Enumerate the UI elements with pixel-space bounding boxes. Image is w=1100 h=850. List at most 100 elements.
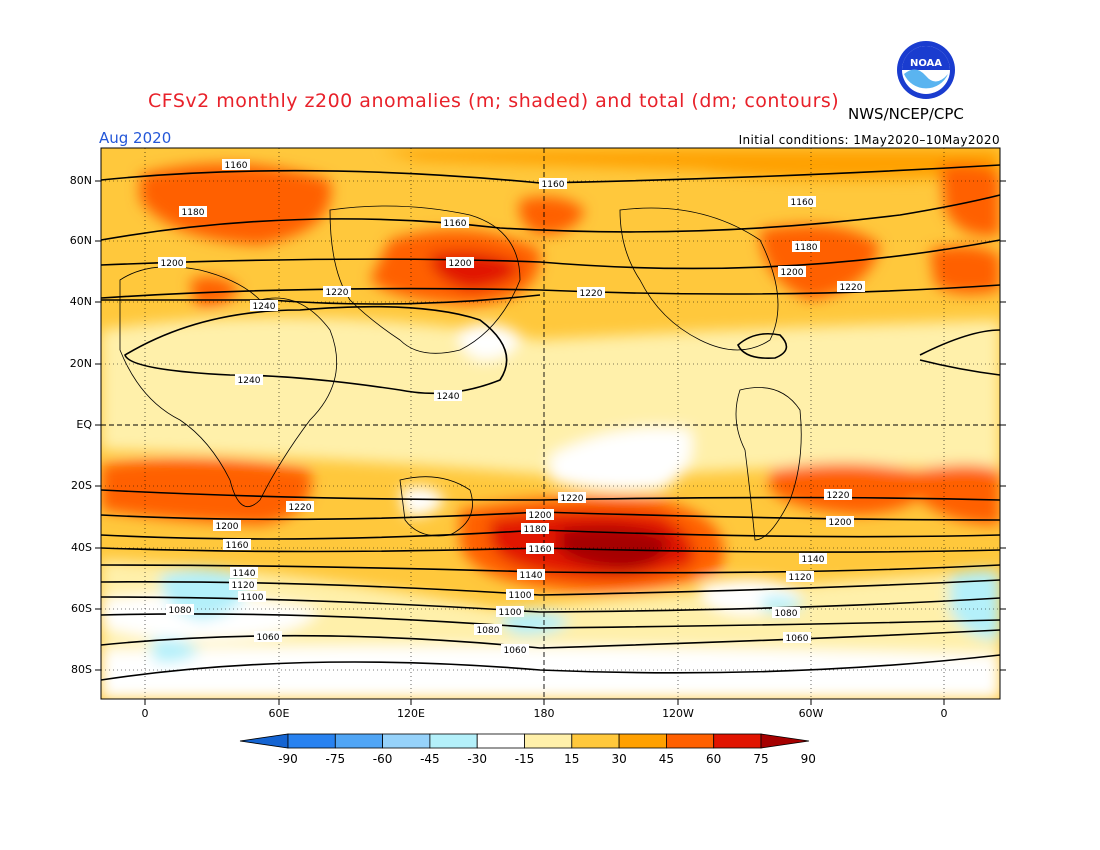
contour-label: 1180 — [179, 206, 207, 218]
svg-text:1180: 1180 — [524, 525, 547, 535]
lon-tick-label: 0 — [940, 707, 948, 720]
svg-text:1240: 1240 — [253, 302, 276, 312]
lon-tick-label: 0 — [141, 707, 149, 720]
lat-tick-label: 20N — [69, 357, 92, 370]
plot-frame — [100, 147, 1001, 700]
colorbar-bin — [571, 733, 620, 749]
contour-label: 1080 — [166, 604, 194, 616]
contour-label: 1200 — [158, 257, 186, 269]
lat-tick-label: 60N — [69, 234, 92, 247]
contour-label: 1120 — [229, 579, 257, 591]
svg-text:1080: 1080 — [169, 606, 192, 616]
contour-label: 1200 — [446, 257, 474, 269]
svg-text:1140: 1140 — [520, 571, 543, 581]
colorbar-tick-label: -30 — [467, 752, 487, 766]
colorbar-bin — [713, 733, 762, 749]
contour-label: 1240 — [434, 390, 462, 402]
contour-label: 1160 — [526, 543, 554, 555]
colorbar-bin — [618, 733, 667, 749]
contour-label: 1180 — [521, 523, 549, 535]
colorbar-tick-label: 75 — [753, 752, 769, 766]
svg-text:1140: 1140 — [233, 569, 256, 579]
svg-text:1240: 1240 — [238, 376, 261, 386]
noaa-logo-icon: NOAA — [897, 41, 955, 99]
svg-text:1200: 1200 — [781, 268, 804, 278]
contour-label: 1060 — [254, 631, 282, 643]
contour-label: 1200 — [526, 509, 554, 521]
lon-tick-label: 60W — [798, 707, 824, 720]
gridlines — [95, 148, 1006, 705]
svg-text:1200: 1200 — [449, 259, 472, 269]
contour-label: 1220 — [577, 287, 605, 299]
svg-text:1060: 1060 — [786, 634, 809, 644]
contour-label: 1080 — [474, 624, 502, 636]
contour-label: 1100 — [238, 591, 266, 603]
svg-text:1180: 1180 — [182, 208, 205, 218]
svg-text:1200: 1200 — [829, 518, 852, 528]
svg-text:1160: 1160 — [444, 219, 467, 229]
contour-label: 1160 — [788, 196, 816, 208]
colorbar-max-arrow — [760, 733, 810, 749]
contour-label: 1220 — [837, 281, 865, 293]
svg-text:1140: 1140 — [802, 555, 825, 565]
svg-text:1200: 1200 — [216, 522, 239, 532]
colorbar-tick-label: -90 — [278, 752, 298, 766]
contour-label: 1060 — [501, 644, 529, 656]
svg-text:1120: 1120 — [232, 581, 255, 591]
lat-tick-label: 20S — [71, 479, 92, 492]
contour-label: 1140 — [799, 553, 827, 565]
svg-text:1220: 1220 — [561, 494, 584, 504]
contour-label: 1100 — [506, 589, 534, 601]
colorbar-tick-label: 30 — [611, 752, 627, 766]
svg-text:1200: 1200 — [529, 511, 552, 521]
colorbar-tick-label: 45 — [658, 752, 675, 766]
contour-label: 1180 — [792, 241, 820, 253]
lat-tick-label: EQ — [76, 418, 92, 431]
contour-label: 1200 — [213, 520, 241, 532]
contour-label: 1240 — [250, 300, 278, 312]
svg-text:1080: 1080 — [477, 626, 500, 636]
anomaly-shading — [101, 148, 1000, 699]
lat-tick-label: 60S — [71, 602, 92, 615]
svg-text:1100: 1100 — [509, 591, 532, 601]
colorbar-bin — [287, 733, 336, 749]
contour-label: 1200 — [826, 516, 854, 528]
svg-text:1160: 1160 — [791, 198, 814, 208]
colorbar-tick-label: -45 — [420, 752, 440, 766]
colorbar-bin — [666, 733, 715, 749]
contour-label: 1140 — [517, 569, 545, 581]
colorbar-bin — [429, 733, 478, 749]
svg-text:1080: 1080 — [775, 609, 798, 619]
lat-tick-label: 80N — [69, 174, 92, 187]
contour-label: 1080 — [772, 607, 800, 619]
svg-text:1120: 1120 — [789, 573, 812, 583]
colorbar-min-arrow — [239, 733, 289, 749]
svg-text:1160: 1160 — [529, 545, 552, 555]
svg-text:1180: 1180 — [795, 243, 818, 253]
chart-title: CFSv2 monthly z200 anomalies (m; shaded)… — [148, 90, 840, 112]
lon-tick-label: 120E — [397, 707, 425, 720]
lat-tick-label: 40N — [69, 295, 92, 308]
svg-text:1100: 1100 — [499, 608, 522, 618]
contour-label: 1160 — [223, 539, 251, 551]
colorbar-tick-label: 60 — [706, 752, 722, 766]
contour-label: 1160 — [539, 178, 567, 190]
svg-text:1060: 1060 — [257, 633, 280, 643]
contour-label: 1160 — [222, 159, 250, 171]
lon-tick-label: 120W — [662, 707, 694, 720]
colorbar-tick-label: 90 — [800, 752, 816, 766]
svg-text:1160: 1160 — [542, 180, 565, 190]
lon-tick-label: 60E — [268, 707, 290, 720]
contour-label: 1100 — [496, 606, 524, 618]
contour-label: 1220 — [323, 286, 351, 298]
colorbar-bin — [334, 733, 383, 749]
contour-label: 1220 — [286, 501, 314, 513]
svg-text:1220: 1220 — [326, 288, 349, 298]
lat-tick-label: 80S — [71, 663, 92, 676]
lat-tick-label: 40S — [71, 541, 92, 554]
svg-text:1200: 1200 — [161, 259, 184, 269]
contour-labels: 1160 1160 1160 1160 1180 1180 1200 1200 1200 1200… — [158, 159, 865, 656]
logo-text: NOAA — [910, 58, 942, 69]
svg-text:1220: 1220 — [580, 289, 603, 299]
